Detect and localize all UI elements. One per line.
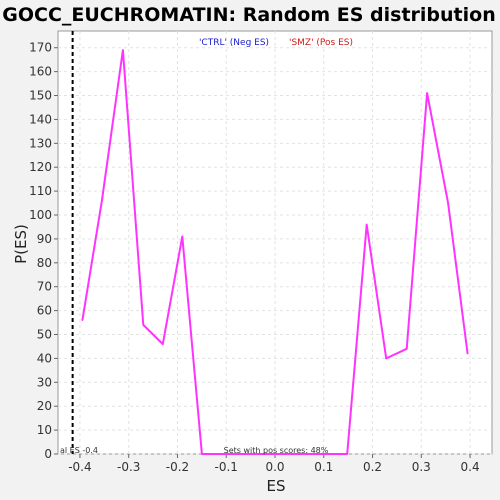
y-tick-label: 10 (37, 423, 52, 437)
legend-entry-smz: 'SMZ' (Pos ES) (289, 38, 353, 48)
legend-entry-ctrl: 'CTRL' (Neg ES) (199, 38, 269, 48)
data-point (82, 319, 84, 321)
y-tick-label: 140 (29, 112, 52, 126)
pos-scores-annotation: Sets with pos scores: 48% (224, 446, 329, 455)
y-tick-label: 110 (29, 184, 52, 198)
y-tick-label: 60 (37, 304, 52, 318)
y-tick-label: 20 (37, 399, 52, 413)
data-point (467, 353, 469, 355)
y-tick-label: 30 (37, 375, 52, 389)
x-tick-label: -0.1 (215, 460, 238, 474)
y-axis-title: P(ES) (12, 224, 30, 264)
x-tick-label: 0.0 (265, 460, 284, 474)
y-tick-label: 150 (29, 89, 52, 103)
data-point (162, 343, 164, 345)
y-tick-label: 50 (37, 328, 52, 342)
data-point (122, 49, 124, 51)
chart-title: GOCC_EUCHROMATIN: Random ES distribution (2, 4, 495, 26)
data-point (201, 453, 203, 455)
data-point (385, 358, 387, 360)
x-tick-label: -0.3 (117, 460, 140, 474)
y-tick-label: 70 (37, 280, 52, 294)
data-point (143, 324, 145, 326)
y-tick-label: 160 (29, 65, 52, 79)
data-point (221, 453, 223, 455)
y-tick-label: 100 (29, 208, 52, 222)
y-tick-label: 90 (37, 232, 52, 246)
actual-es-annotation: al ES -0.4 (60, 446, 98, 455)
y-tick-label: 170 (29, 41, 52, 55)
data-point (426, 92, 428, 94)
x-tick-label: -0.2 (166, 460, 189, 474)
x-tick-label: 0.4 (461, 460, 480, 474)
data-point (447, 202, 449, 204)
data-point (366, 224, 368, 226)
x-tick-label: 0.1 (314, 460, 333, 474)
data-point (346, 453, 348, 455)
x-tick-label: 0.3 (412, 460, 431, 474)
x-tick-label: -0.4 (68, 460, 91, 474)
y-tick-label: 0 (44, 447, 52, 461)
data-point (101, 200, 103, 202)
x-tick-label: 0.2 (363, 460, 382, 474)
y-tick-label: 130 (29, 136, 52, 150)
y-tick-label: 40 (37, 351, 52, 365)
data-point (182, 236, 184, 238)
data-point (406, 348, 408, 350)
y-tick-label: 120 (29, 160, 52, 174)
x-axis-title: ES (267, 477, 286, 495)
y-tick-label: 80 (37, 256, 52, 270)
